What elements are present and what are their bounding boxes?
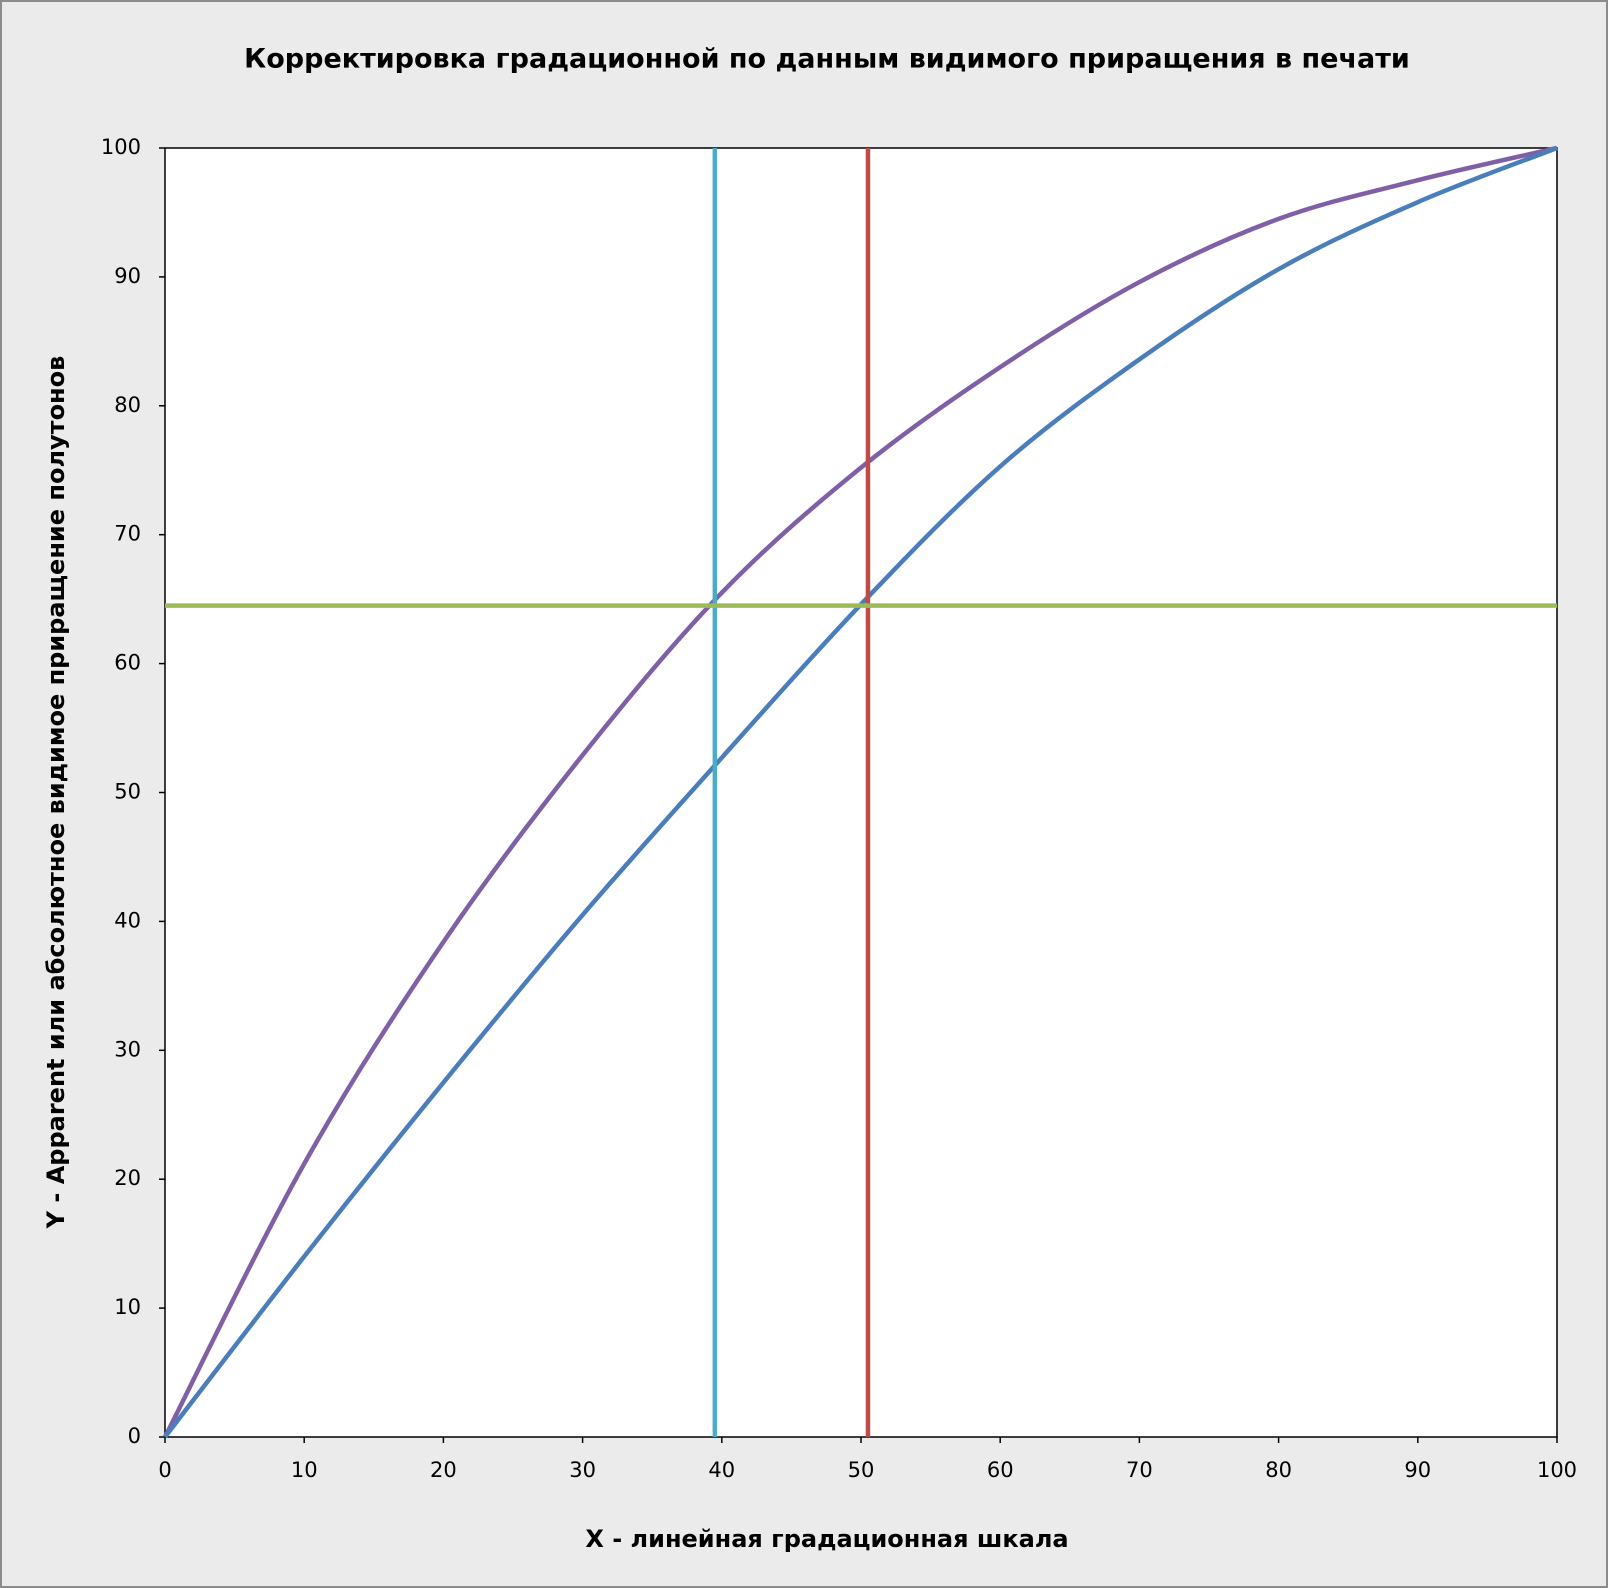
y-tick-label: 10: [114, 1295, 141, 1319]
x-tick-label: 0: [158, 1458, 171, 1482]
x-tick-label: 100: [1537, 1458, 1577, 1482]
y-tick-label: 80: [114, 393, 141, 417]
y-tick-label: 30: [114, 1037, 141, 1061]
series-line: [162, 145, 1558, 1439]
y-tick-label: 90: [114, 264, 141, 288]
x-tick-label: 50: [848, 1458, 875, 1482]
x-tick-label: 60: [987, 1458, 1014, 1482]
chart-title: Корректировка градационной по данным вид…: [244, 44, 1410, 75]
y-tick-label: 0: [128, 1424, 141, 1448]
x-tick-label: 70: [1126, 1458, 1153, 1482]
x-tick-label: 90: [1404, 1458, 1431, 1482]
y-tick-label: 50: [114, 780, 141, 804]
y-tick-label: 60: [114, 651, 141, 675]
x-tick-label: 20: [430, 1458, 457, 1482]
y-tick-label: 20: [114, 1166, 141, 1190]
x-tick-label: 10: [291, 1458, 318, 1482]
y-axis-title: Y - Apparent или абсолютное видимое прир…: [42, 356, 70, 1230]
x-tick-label: 80: [1265, 1458, 1292, 1482]
x-axis-title: X - линейная градационная шкала: [585, 1525, 1068, 1553]
series-line: [163, 145, 1558, 1439]
y-tick-label: 100: [101, 135, 141, 159]
y-tick-label: 70: [114, 522, 141, 546]
y-tick-label: 40: [114, 908, 141, 932]
plot-area: [164, 147, 1558, 1438]
x-tick-label: 40: [708, 1458, 735, 1482]
x-tick-label: 30: [569, 1458, 596, 1482]
